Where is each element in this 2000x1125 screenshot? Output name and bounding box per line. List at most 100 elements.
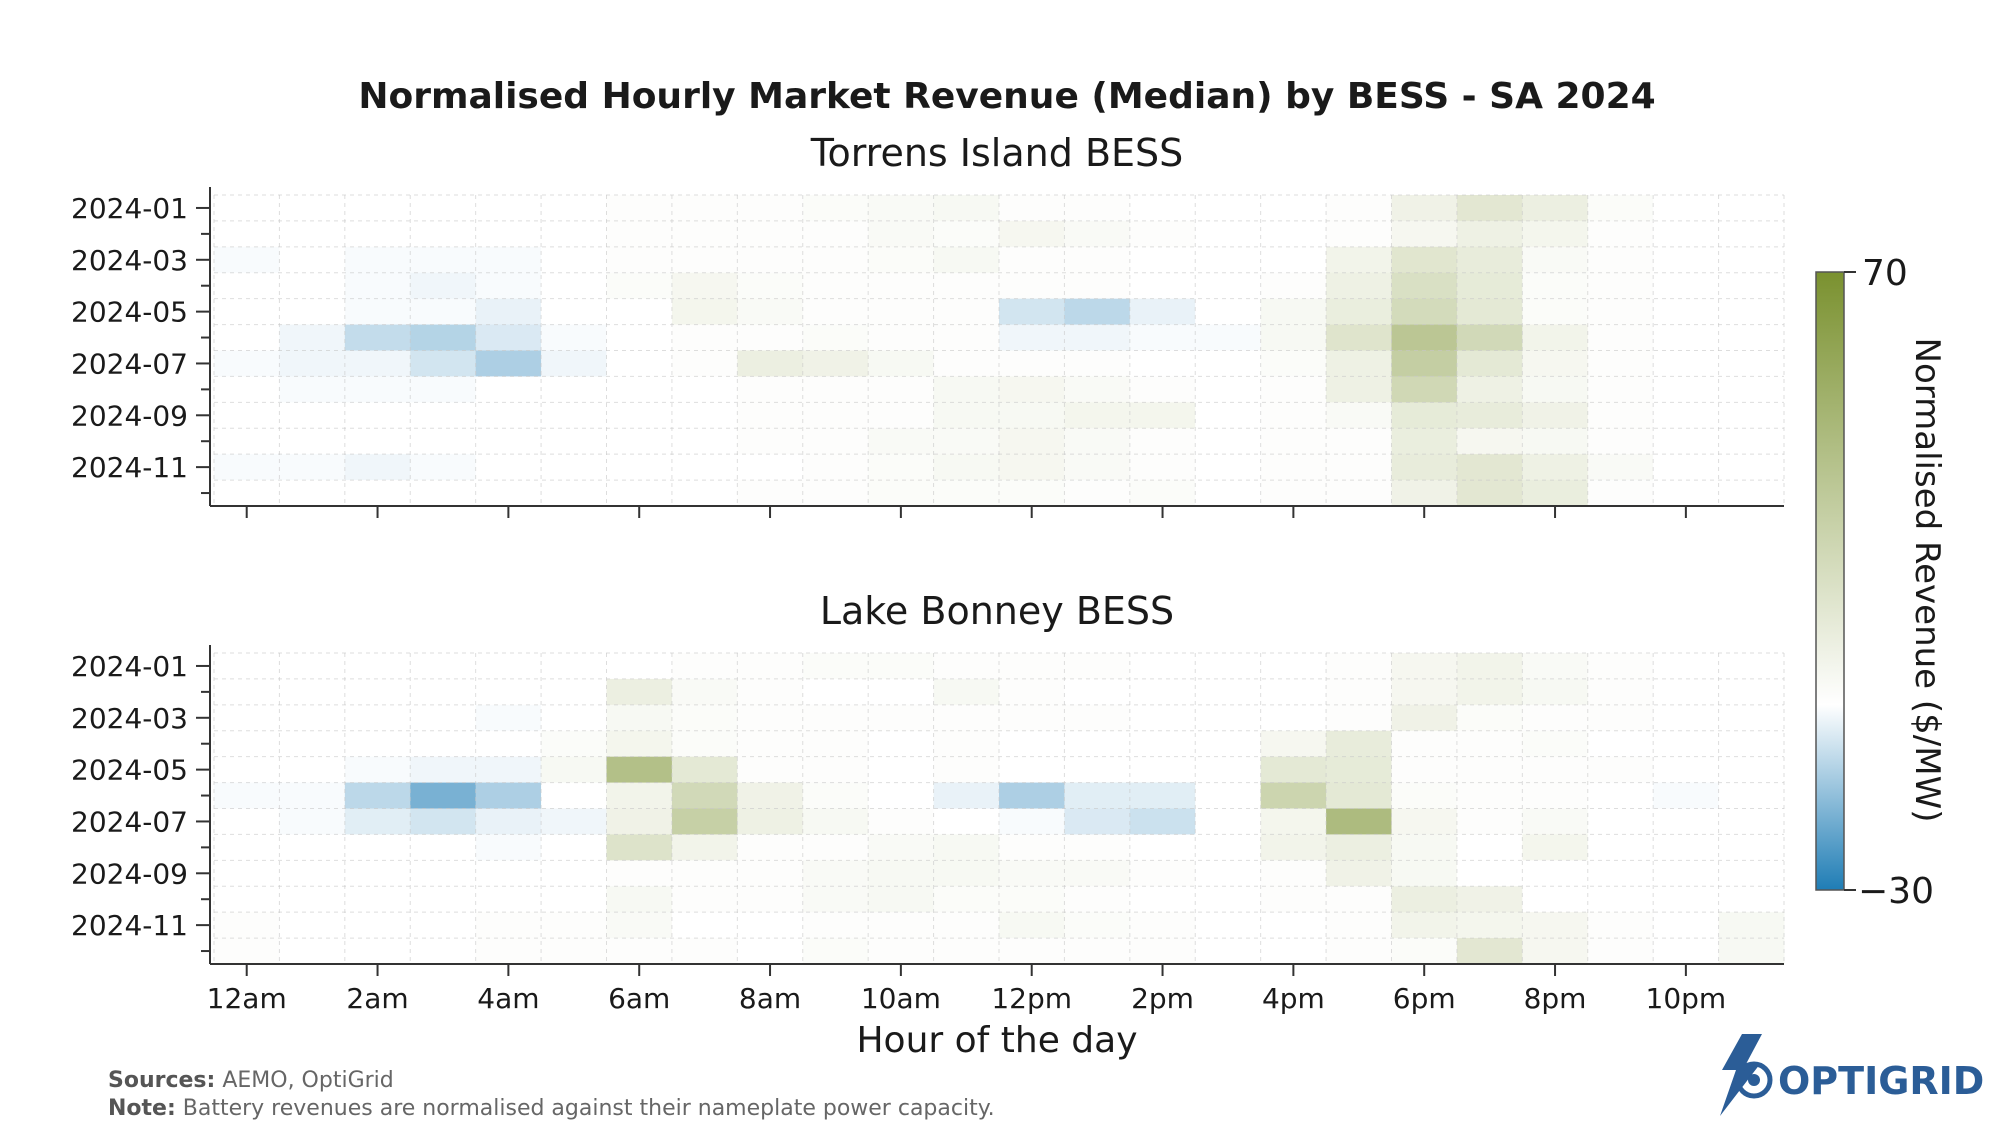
x-tick-label: 12pm [991,982,1072,1015]
x-tick-label: 6pm [1393,982,1456,1015]
y-tick-label: 2024-09 [71,399,188,432]
heatmap-cell [1129,298,1196,326]
heatmap-cell [1260,938,1327,965]
heatmap-cell [1391,704,1458,732]
heatmap-cell [1456,324,1523,351]
heatmap-cell [541,704,607,732]
heatmap-cell [606,272,673,300]
heatmap-cell [1718,704,1785,732]
heatmap-cell [1456,886,1523,913]
heatmap-cell [475,272,542,300]
heatmap-cell [1064,298,1131,326]
heatmap-cell [1064,886,1131,913]
heatmap-cell [410,756,477,784]
heatmap-cell [541,246,607,274]
heatmap-cell [1064,246,1131,274]
heatmap-cell [1718,834,1785,861]
y-tick-label: 2024-11 [71,451,188,484]
heatmap-cell [999,272,1065,300]
heatmap-cell [1718,938,1785,965]
heatmap-cell [541,912,607,939]
heatmap-cell [1522,324,1589,351]
heatmap-cell [999,480,1065,507]
heatmap-cell [1129,376,1196,403]
heatmap-cell [1260,886,1327,913]
heatmap-cell [1064,220,1131,248]
heatmap-cell [606,195,673,222]
heatmap-cell [214,938,280,965]
heatmap-cell [999,220,1065,248]
heatmap-cell [1391,808,1458,835]
heatmap-cell [737,808,804,835]
heatmap-cell [933,730,1000,758]
heatmap-cell [1129,808,1196,835]
heatmap-cell [999,350,1065,377]
heatmap-cell [1129,730,1196,758]
heatmap-cell [1195,912,1262,939]
heatmap-cell [671,480,738,507]
heatmap-cell [410,938,477,965]
heatmap-cell [410,834,477,861]
heatmap-cell [671,653,738,680]
heatmap-cell [1391,454,1458,481]
heatmap-cell [1522,782,1589,809]
heatmap-cell [671,912,738,939]
heatmap-cell [1260,912,1327,939]
heatmap-cell [606,402,673,429]
heatmap-cell [344,912,411,939]
heatmap-cell [1064,938,1131,965]
heatmap-cell [1195,756,1262,784]
heatmap-cell [344,324,411,351]
heatmap-cell [344,730,411,758]
heatmap-cell [1522,860,1589,887]
heatmap-cell [1391,298,1458,326]
heatmap-cell [214,886,280,913]
heatmap-cell [1587,938,1654,965]
heatmap-cell [1522,730,1589,758]
heatmap-cell [541,272,607,300]
heatmap-cell [410,704,477,732]
heatmap-cell [737,678,804,706]
heatmap-cell [1326,886,1392,913]
heatmap-cell [1391,756,1458,784]
heatmap-cell [1195,428,1262,455]
heatmap-cell [933,653,1000,680]
heatmap-cell [1326,782,1392,809]
heatmap-cell [279,653,346,680]
heatmap-cell [1326,428,1392,455]
heatmap-cell [1653,402,1720,429]
heatmap-cell [1653,834,1720,861]
heatmap-cell [541,454,607,481]
heatmap-cell [541,730,607,758]
heatmap-cell [1653,704,1720,732]
heatmap-cell [1129,454,1196,481]
heatmap-cell [475,298,542,326]
heatmap-cell [1522,834,1589,861]
heatmap-cell [1587,782,1654,809]
heatmap-cell [410,272,477,300]
heatmap-cell [1195,730,1262,758]
heatmap-cell [1587,246,1654,274]
heatmap-cell [541,938,607,965]
heatmap-cell [214,324,280,351]
colorbar-min-label: −30 [1858,871,1934,912]
heatmap-cell [737,246,804,274]
heatmap-cell [933,428,1000,455]
heatmap-cell [606,454,673,481]
heatmap-cell [541,298,607,326]
heatmap-cell [214,480,280,507]
heatmap-cell [1064,756,1131,784]
heatmap-cell [1064,808,1131,835]
heatmap-cell [1587,653,1654,680]
heatmap-cell [1391,402,1458,429]
heatmap-cell [279,834,346,861]
x-tick-label: 8am [739,982,801,1015]
heatmap-cell [1587,886,1654,913]
heatmap-cell [214,808,280,835]
heatmap-cell [1129,756,1196,784]
heatmap-cell [344,756,411,784]
heatmap-cell [1522,704,1589,732]
heatmap-cell [475,246,542,274]
heatmap-cell [1456,272,1523,300]
